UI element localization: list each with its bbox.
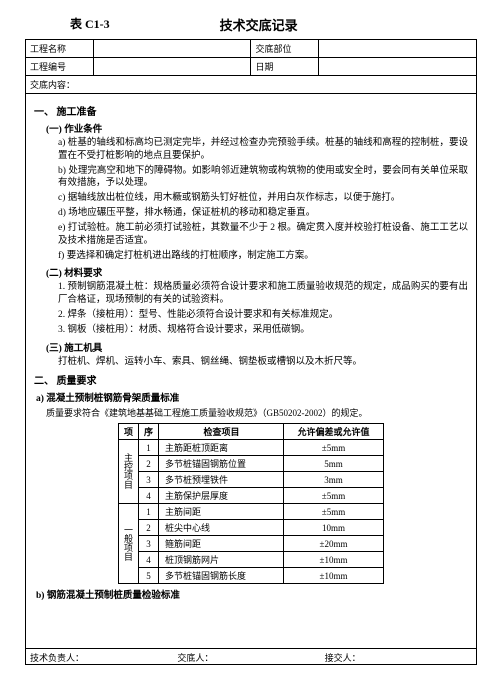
row-seq: 4 (139, 488, 159, 504)
row-item: 主筋距桩顶距离 (159, 440, 284, 456)
row-item: 桩尖中心线 (159, 520, 284, 536)
list-item: 处理完高空和地下的障碍物。如影响邻近建筑物或构筑物的使用或安全时，要会同有关单位… (58, 165, 468, 191)
row-tol: ±5mm (284, 488, 384, 504)
list-item: 场地应碾压平整，排水畅通，保证桩机的移动和稳定垂直。 (58, 207, 468, 220)
sec2-subA: a) 混凝土预制桩钢筋骨架质量标准 (36, 390, 468, 404)
row-seq: 5 (139, 568, 159, 584)
group2-label: 一般项目 (118, 504, 138, 584)
row-tol: ±10mm (284, 552, 384, 568)
sec1-list1: 桩基的轴线和标高均已测定完毕，并经过检查办完预验手续。桩基的轴线和高程的控制桩，… (34, 137, 468, 262)
row-seq: 1 (139, 504, 159, 520)
content-label: 交底内容： (26, 76, 477, 94)
list-item: 预制钢筋混凝土桩：规格质量必须符合设计要求和施工质量验收规范的规定，成品购买的要… (58, 281, 468, 307)
doc-title: 技术交底记录 (220, 15, 298, 34)
unit-value (319, 40, 477, 58)
sec1-sub1: (一) 作业条件 (46, 121, 468, 135)
date-value (319, 58, 477, 76)
receive-label: 接交人： (325, 651, 472, 662)
th-item: 检查项目 (159, 424, 284, 440)
row-seq: 1 (139, 440, 159, 456)
row-item: 桩顶钢筋网片 (159, 552, 284, 568)
row-seq: 4 (139, 552, 159, 568)
sec1-title: 一、 施工准备 (34, 103, 468, 118)
header-table: 工程名称 交底部位 工程编号 日期 交底内容： (25, 39, 477, 94)
date-label: 日期 (251, 58, 319, 76)
row-seq: 3 (139, 536, 159, 552)
std-ref: 质量要求符合《建筑地基基础工程施工质量验收规范》（GB50202-2002）的规… (34, 406, 468, 419)
row-tol: 10mm (284, 520, 384, 536)
approver-label: 技术负责人： (30, 651, 177, 662)
row-item: 多节桩锚固钢筋位置 (159, 456, 284, 472)
list-item: 据轴线放出桩位线，用木橛或钢筋头钉好桩位，并用白灰作标志，以便于施打。 (58, 192, 468, 205)
row-tol: ±10mm (284, 568, 384, 584)
sec2-title: 二、 质量要求 (34, 372, 468, 387)
row-tol: ±20mm (284, 536, 384, 552)
content-body: 一、 施工准备 (一) 作业条件 桩基的轴线和标高均已测定完毕，并经过检查办完预… (25, 94, 477, 649)
row-item: 主筋保护层厚度 (159, 488, 284, 504)
table-label: 表 C1-3 (70, 15, 110, 34)
title-row: 表 C1-3 技术交底记录 (25, 15, 477, 34)
sec2-subB: b) 钢筋混凝土预制桩质量检验标准 (36, 587, 468, 601)
sec1-line3: 打桩机、焊机、运转小车、索具、钢丝绳、钢垫板或槽钢以及木折尺等。 (34, 356, 468, 369)
list-item: 打试验桩。施工前必须打试验桩，其数量不少于 2 根。确定贯入度并校验打桩设备、施… (58, 222, 468, 248)
row-tol: 3mm (284, 472, 384, 488)
list-item: 桩基的轴线和标高均已测定完毕，并经过检查办完预验手续。桩基的轴线和高程的控制桩，… (58, 137, 468, 163)
project-no-value (93, 58, 251, 76)
project-name-label: 工程名称 (26, 40, 94, 58)
list-item: 要选择和确定打桩机进出路线的打桩顺序，制定施工方案。 (58, 250, 468, 263)
row-seq: 2 (139, 456, 159, 472)
th-proj: 项 (118, 424, 138, 440)
inspection-table: 项 序 检查项目 允许偏差或允许值 主控项目 1 主筋距桩顶距离 ±5mm 2 … (118, 423, 384, 584)
row-seq: 2 (139, 520, 159, 536)
row-item: 主筋间距 (159, 504, 284, 520)
row-seq: 3 (139, 472, 159, 488)
group1-label: 主控项目 (118, 440, 138, 504)
row-item: 多节桩锚固钢筋长度 (159, 568, 284, 584)
footer-row: 技术负责人： 交底人： 接交人： (25, 649, 477, 665)
sec1-list2: 预制钢筋混凝土桩：规格质量必须符合设计要求和施工质量验收规范的规定，成品购买的要… (34, 281, 468, 336)
row-item: 箍筋间距 (159, 536, 284, 552)
list-item: 焊条（接桩用）：型号、性能必须符合设计要求和有关标准规定。 (58, 309, 468, 322)
project-no-label: 工程编号 (26, 58, 94, 76)
disclose-label: 交底人： (177, 651, 324, 662)
project-name-value (93, 40, 251, 58)
row-item: 多节桩预埋铁件 (159, 472, 284, 488)
row-tol: ±5mm (284, 504, 384, 520)
list-item: 钢板（接桩用）：材质、规格符合设计要求，采用低碳钢。 (58, 324, 468, 337)
th-seq: 序 (139, 424, 159, 440)
row-tol: ±5mm (284, 440, 384, 456)
th-tol: 允许偏差或允许值 (284, 424, 384, 440)
sec1-sub2: (二) 材料要求 (46, 265, 468, 279)
unit-label: 交底部位 (251, 40, 319, 58)
sec1-sub3: (三) 施工机具 (46, 340, 468, 354)
row-tol: 5mm (284, 456, 384, 472)
